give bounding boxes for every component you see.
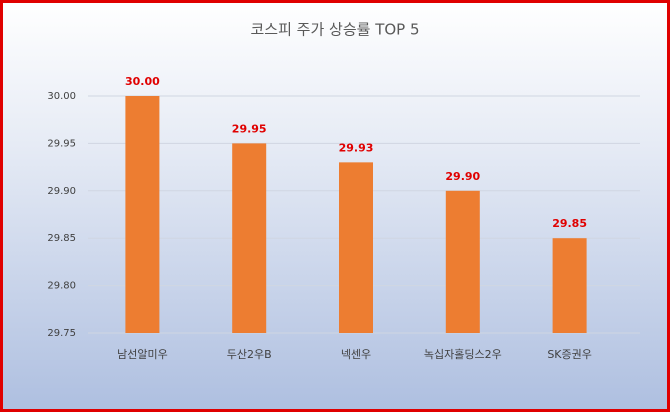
chart-title: 코스피 주가 상승률 TOP 5 [250,21,419,39]
x-tick-label: 넥센우 [341,348,371,361]
x-tick-label: SK증권우 [547,348,592,361]
value-label: 30.00 [125,75,160,88]
value-label: 29.85 [552,217,587,230]
y-tick-label: 30.00 [47,91,76,102]
bar [125,96,160,333]
y-tick-label: 29.95 [47,138,76,149]
value-label: 29.93 [339,141,374,154]
bar [232,143,267,333]
y-tick-label: 29.90 [47,186,76,197]
value-label: 29.90 [445,170,480,183]
x-tick-label: 녹십자홀딩스2우 [424,348,502,361]
y-tick-label: 29.85 [47,233,76,244]
value-label: 29.95 [232,122,267,135]
y-tick-label: 29.75 [47,328,76,339]
x-tick-label: 두산2우B [227,348,272,361]
bar [445,190,480,333]
y-tick-label: 29.80 [47,281,76,292]
bar [339,162,373,333]
bar [552,238,587,333]
x-tick-label: 남선알미우 [117,347,168,361]
